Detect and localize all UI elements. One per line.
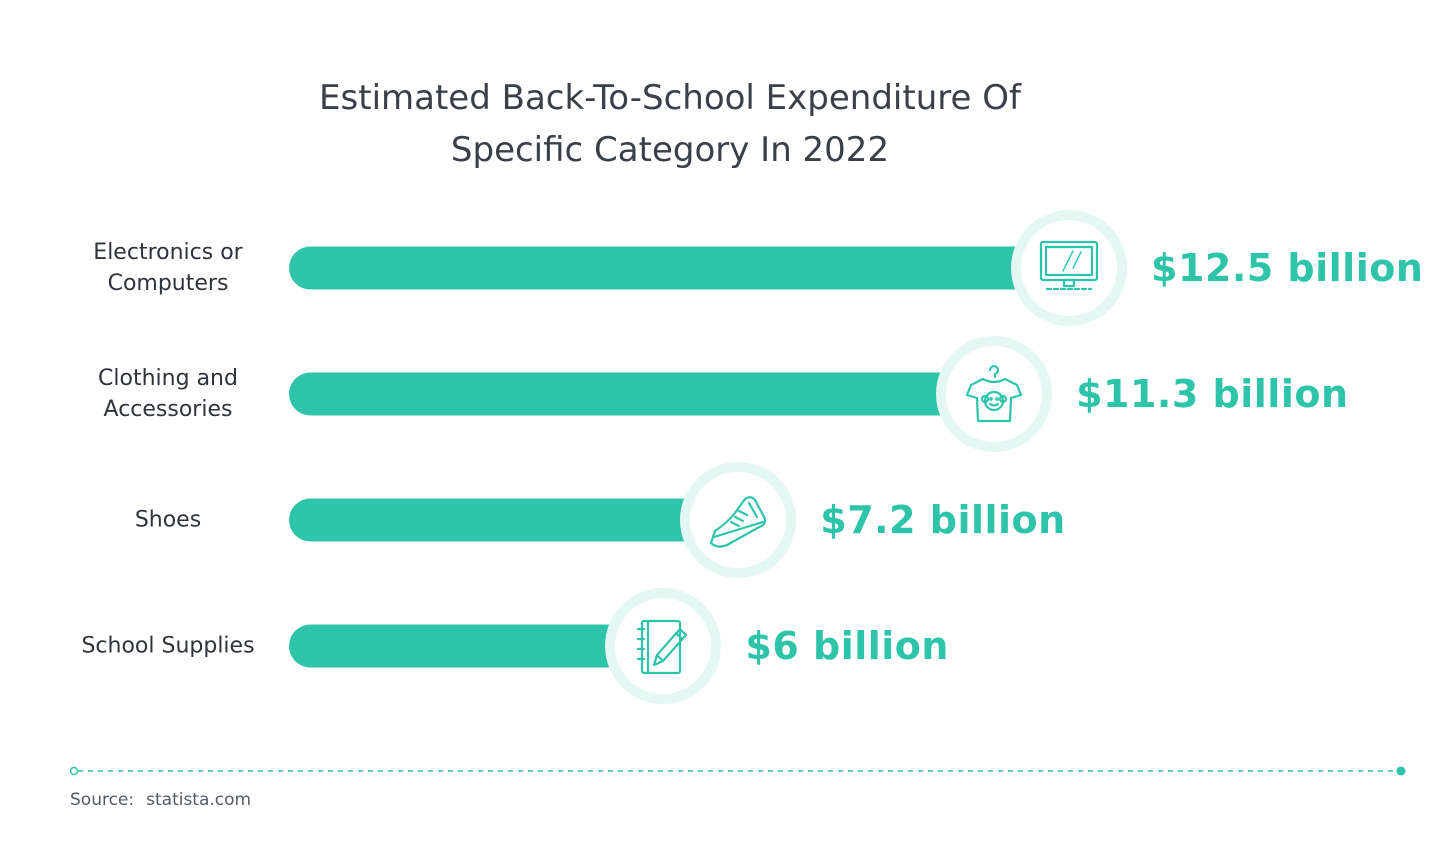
category-label-line: Shoes [134, 507, 202, 533]
chart-title: Estimated Back-To-School Expenditure Of … [220, 72, 1120, 176]
value-label: $12.5 billion [1151, 246, 1424, 290]
source-label: Source: [70, 790, 135, 810]
category-label-line: Electronics or [93, 240, 243, 265]
value-label: $11.3 billion [1076, 372, 1349, 416]
category-label: Shoes [40, 505, 296, 536]
bar-icon-ring [605, 588, 722, 704]
source-value: statista.com [146, 790, 252, 810]
bar [289, 498, 739, 542]
sneaker-icon [690, 472, 787, 568]
bar-icon-ring [936, 336, 1053, 452]
footer-divider [69, 766, 1406, 776]
source-note: Source: statista.com [70, 790, 251, 810]
chart-title-line-2: Specific Category In 2022 [450, 130, 890, 170]
t-shirt-icon [946, 346, 1043, 442]
notebook-pencil-icon [615, 598, 712, 694]
category-label-line: Clothing and [98, 366, 238, 391]
category-label-line: School Supplies [81, 633, 255, 659]
bar [289, 246, 1069, 290]
category-label-line: Computers [107, 271, 229, 296]
value-label: $6 billion [745, 624, 949, 668]
bar [289, 624, 664, 668]
chart-title-line-1: Estimated Back-To-School Expenditure Of [319, 78, 1021, 118]
category-label-line: Accessories [103, 397, 233, 422]
monitor-icon [1021, 220, 1117, 316]
category-label: School Supplies [40, 631, 296, 662]
bar [289, 372, 995, 416]
category-label: Electronics or Computers [40, 237, 296, 299]
bar-icon-ring [1011, 210, 1127, 326]
value-label: $7.2 billion [820, 498, 1066, 542]
category-label: Clothing and Accessories [40, 363, 296, 425]
bar-icon-ring [680, 462, 797, 578]
